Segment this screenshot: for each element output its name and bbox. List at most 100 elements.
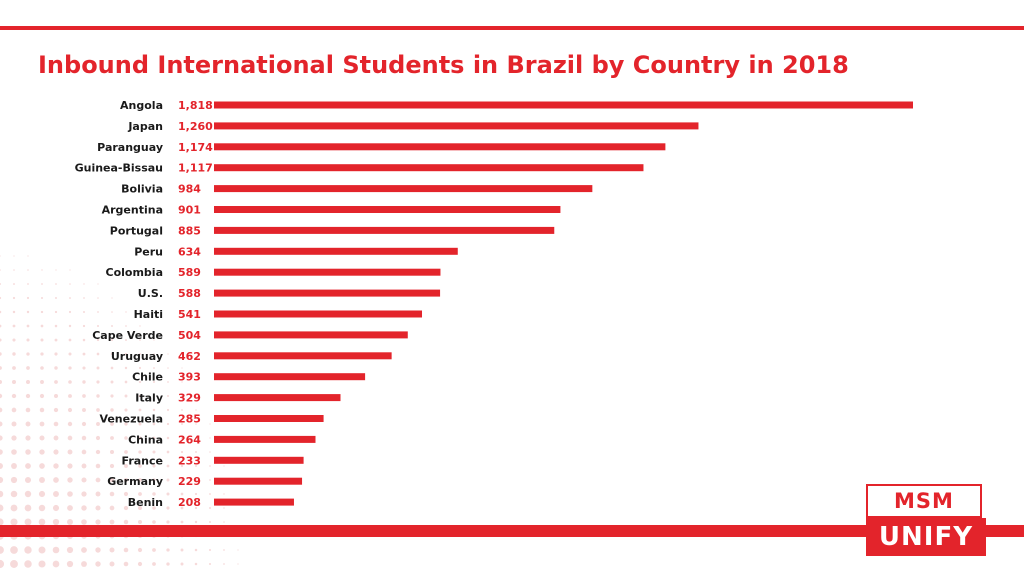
background-dot xyxy=(39,463,45,469)
background-dot xyxy=(67,449,73,455)
background-dot xyxy=(167,353,169,355)
background-dot xyxy=(209,451,211,453)
background-dot xyxy=(82,394,86,398)
background-dot xyxy=(209,437,211,439)
background-dot xyxy=(68,310,72,314)
background-dot xyxy=(152,478,156,482)
background-dot xyxy=(111,311,113,313)
category-label: Venezuela xyxy=(99,413,163,426)
background-dot xyxy=(180,506,184,510)
background-dot xyxy=(111,325,113,327)
background-dot xyxy=(81,547,87,553)
background-dot xyxy=(82,324,86,328)
background-dot xyxy=(237,563,239,565)
background-dot xyxy=(26,310,30,314)
background-dot xyxy=(0,407,3,413)
background-dot xyxy=(180,464,184,468)
background-dot xyxy=(26,380,30,384)
category-label: Germany xyxy=(107,475,163,488)
background-dot xyxy=(124,408,128,412)
background-dot xyxy=(40,324,44,328)
background-dot xyxy=(0,546,4,554)
background-dot xyxy=(24,476,32,484)
background-dot xyxy=(52,504,60,512)
background-dot xyxy=(0,269,1,271)
background-dot xyxy=(82,352,86,356)
background-dot xyxy=(53,491,59,497)
background-dot xyxy=(153,339,155,341)
background-dot xyxy=(10,490,18,498)
value-label: 233 xyxy=(178,454,201,467)
category-label: Angola xyxy=(120,99,163,112)
background-dot xyxy=(137,561,143,567)
background-dot xyxy=(109,561,115,567)
background-dot xyxy=(53,393,59,399)
background-dot xyxy=(109,519,115,525)
background-dot xyxy=(0,435,3,441)
background-dot xyxy=(11,449,17,455)
background-dot xyxy=(109,505,115,511)
bar xyxy=(214,206,561,213)
background-dot xyxy=(67,435,73,441)
background-dot xyxy=(180,548,184,552)
background-dot xyxy=(166,478,170,482)
value-label: 589 xyxy=(178,266,201,279)
background-dot xyxy=(81,491,87,497)
background-dot xyxy=(109,477,115,483)
background-dot xyxy=(152,394,156,398)
background-dot xyxy=(123,491,129,497)
background-dot xyxy=(223,507,225,509)
logo-text-msm: MSM xyxy=(866,484,982,518)
background-dot xyxy=(25,449,31,455)
background-dot xyxy=(138,422,142,426)
background-dot xyxy=(97,297,99,299)
category-label: Chile xyxy=(132,371,163,384)
background-dot xyxy=(166,562,170,566)
background-dot xyxy=(180,478,184,482)
value-label: 504 xyxy=(178,329,201,342)
background-dot xyxy=(194,520,198,524)
background-dot xyxy=(12,296,16,300)
background-dot xyxy=(11,379,17,385)
background-dot xyxy=(0,449,3,455)
background-dot xyxy=(52,560,60,568)
background-dot xyxy=(40,296,44,300)
background-dot xyxy=(13,255,15,257)
background-dot xyxy=(96,338,100,342)
category-label: Cape Verde xyxy=(92,329,163,342)
background-dot xyxy=(137,519,143,525)
background-dot xyxy=(67,463,73,469)
background-dot xyxy=(139,325,141,327)
bar xyxy=(214,143,666,151)
background-dot xyxy=(95,477,101,483)
background-dot xyxy=(0,504,4,512)
background-dot xyxy=(152,408,156,412)
value-label: 1,818 xyxy=(178,99,213,112)
background-dot xyxy=(25,435,31,441)
background-dot xyxy=(110,352,114,356)
background-dot xyxy=(123,519,129,525)
value-label: 901 xyxy=(178,204,201,217)
background-dot xyxy=(125,339,127,341)
background-dot xyxy=(12,310,16,314)
bottom-stripe xyxy=(0,525,1024,537)
category-label: Benin xyxy=(128,496,163,509)
background-dot xyxy=(83,297,85,299)
background-dot xyxy=(68,366,72,370)
background-dot xyxy=(26,296,30,300)
category-label: Argentina xyxy=(102,204,163,217)
background-dot xyxy=(10,476,18,484)
background-dot xyxy=(0,283,1,285)
background-dot xyxy=(69,283,71,285)
background-dot xyxy=(166,506,170,510)
background-dot xyxy=(209,507,211,509)
background-dot xyxy=(152,506,156,510)
background-dot xyxy=(125,325,127,327)
background-dot xyxy=(195,409,197,411)
background-dot xyxy=(67,491,73,497)
background-dot xyxy=(0,559,5,569)
background-dot xyxy=(10,546,18,554)
value-label: 885 xyxy=(178,224,201,237)
